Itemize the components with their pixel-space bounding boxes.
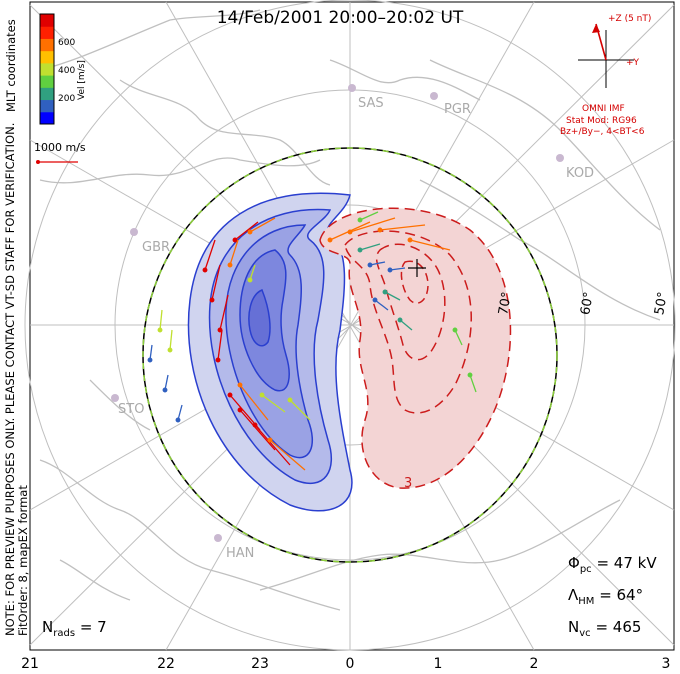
station-gbr: GBR <box>142 240 171 255</box>
velocity-vectors-right <box>327 211 477 393</box>
station-markers <box>111 84 564 542</box>
colorbar-segment <box>40 99 54 113</box>
mlt-tick-0: 0 <box>345 656 355 672</box>
station-han: HAN <box>226 546 255 561</box>
plot-frame <box>29 1 675 651</box>
station-kod: KOD <box>566 166 595 181</box>
imf-condition: Bz+/By−, 4<BT<6 <box>560 127 645 137</box>
mlt-tick-3: 3 <box>661 656 671 672</box>
colorbar-tick-200: 200 <box>58 94 76 104</box>
mlt-tick-23: 23 <box>251 656 269 672</box>
contour-label: 3 <box>404 476 413 491</box>
colorbar-tick-400: 400 <box>58 66 76 76</box>
positive-potential-cell <box>319 207 512 489</box>
imf-y-label: +Y <box>626 58 640 68</box>
plot-title: 14/Feb/2001 20:00–20:02 UT <box>216 8 464 28</box>
colorbar-border <box>39 13 55 125</box>
coordinate-system-label: MLT coordinates <box>4 19 18 112</box>
velocity-vectors-left <box>147 217 311 471</box>
station-sto: STO <box>118 402 145 417</box>
velocity-colorbar <box>39 13 55 125</box>
colorbar-segment <box>40 111 54 125</box>
lambda-hm-stat: ΛHM = 64° <box>568 586 644 607</box>
colorbar-segment <box>40 75 54 88</box>
fit-order-line: FitOrder: 8, mapEX format <box>16 485 30 636</box>
colorbar-segment <box>40 62 54 76</box>
station-sas: SAS <box>358 96 384 111</box>
coastlines <box>39 9 661 611</box>
reference-vector <box>36 160 78 164</box>
mlt-tick-21: 21 <box>21 656 39 672</box>
colorbar-segment <box>40 38 54 52</box>
phi-pc-stat: Φpc = 47 kV <box>568 554 657 575</box>
colorbar-label: Vel [m/s] <box>77 60 87 100</box>
mlt-tick-1: 1 <box>433 656 443 672</box>
mlt-tick-22: 22 <box>157 656 175 672</box>
colorbar-tick-600: 600 <box>58 38 76 48</box>
nvc-stat: Nvc = 465 <box>568 618 642 639</box>
preview-note: NOTE: FOR PREVIEW PURPOSES ONLY. PLEASE … <box>3 123 30 636</box>
nrads-stat: Nrads = 7 <box>42 618 107 639</box>
mlt-tick-2: 2 <box>529 656 539 672</box>
station-pgr: PGR <box>444 102 471 117</box>
colorbar-segment <box>40 87 54 101</box>
imf-source: OMNI IMF <box>582 104 625 114</box>
imf-clock <box>578 23 634 88</box>
colorbar-segment <box>40 50 54 64</box>
reference-vector-label: 1000 m/s <box>34 141 86 154</box>
imf-stat-mod: Stat Mod: RG96 <box>566 116 637 126</box>
negative-potential-cell <box>187 192 353 512</box>
imf-z-label: +Z (5 nT) <box>608 14 652 24</box>
hm-boundary-dash <box>142 147 558 563</box>
colorbar-segment <box>40 26 54 39</box>
colorbar-segment <box>40 14 54 27</box>
